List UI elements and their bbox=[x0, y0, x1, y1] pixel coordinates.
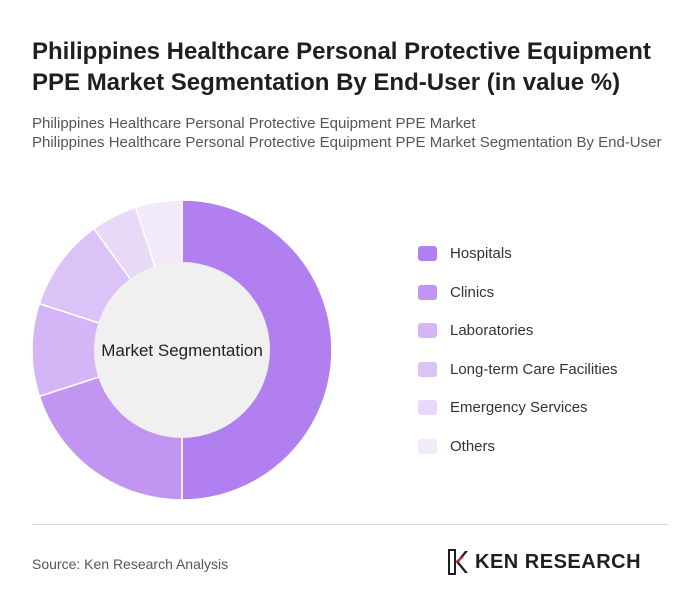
legend: Hospitals Clinics Laboratories Long-term Ca… bbox=[418, 243, 618, 474]
legend-item-emergency-services: Emergency Services bbox=[418, 397, 618, 436]
legend-swatch bbox=[418, 323, 437, 338]
legend-item-long-term-care-facilities: Long-term Care Facilities bbox=[418, 359, 618, 398]
legend-label: Long-term Care Facilities bbox=[450, 360, 618, 378]
legend-swatch bbox=[418, 400, 437, 415]
legend-label: Laboratories bbox=[450, 322, 534, 339]
legend-item-clinics: Clinics bbox=[418, 282, 618, 321]
legend-item-others: Others bbox=[418, 436, 618, 475]
donut-chart: Market Segmentation bbox=[31, 199, 333, 501]
subtitle-line-1: Philippines Healthcare Personal Protecti… bbox=[32, 115, 476, 132]
source-note: Source: Ken Research Analysis bbox=[32, 556, 229, 572]
legend-item-hospitals: Hospitals bbox=[418, 243, 618, 282]
ken-research-logo-icon bbox=[448, 549, 468, 575]
legend-label: Others bbox=[450, 437, 496, 455]
center-label: Market Segmentation bbox=[101, 341, 263, 360]
subtitle-line-2: Philippines Healthcare Personal Protecti… bbox=[32, 134, 662, 151]
legend-swatch bbox=[418, 246, 437, 261]
legend-swatch bbox=[418, 284, 437, 300]
brand-name: KEN RESEARCH bbox=[475, 550, 642, 573]
chart-subtitle: Philippines Healthcare Personal Protecti… bbox=[32, 114, 672, 152]
footer-divider bbox=[32, 524, 668, 525]
legend-label: Emergency Services bbox=[450, 399, 588, 416]
legend-swatch bbox=[418, 361, 437, 377]
legend-swatch bbox=[418, 438, 437, 454]
legend-item-laboratories: Laboratories bbox=[418, 320, 618, 359]
brand-logo: KEN RESEARCH bbox=[447, 549, 641, 575]
donut-hole bbox=[94, 262, 270, 438]
legend-label: Clinics bbox=[450, 283, 495, 301]
chart-title: Philippines Healthcare Personal Protecti… bbox=[32, 38, 651, 96]
legend-label: Hospitals bbox=[450, 245, 512, 262]
